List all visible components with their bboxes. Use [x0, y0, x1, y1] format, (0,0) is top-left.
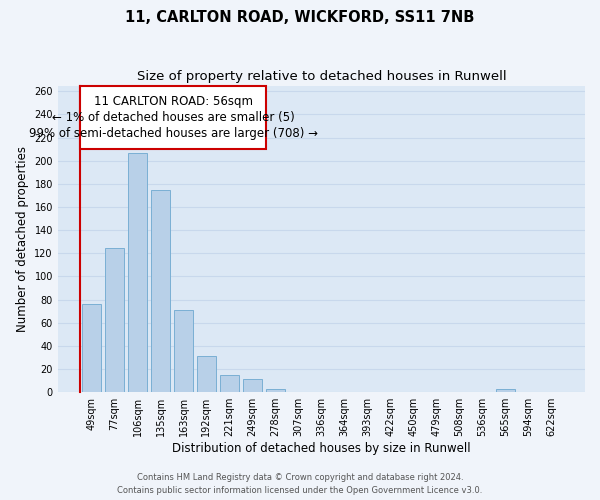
- Bar: [197, 356, 216, 392]
- Text: 11 CARLTON ROAD: 56sqm: 11 CARLTON ROAD: 56sqm: [94, 95, 253, 108]
- Bar: [151, 190, 170, 392]
- Bar: [82, 304, 101, 392]
- Y-axis label: Number of detached properties: Number of detached properties: [16, 146, 29, 332]
- Text: Contains HM Land Registry data © Crown copyright and database right 2024.
Contai: Contains HM Land Registry data © Crown c…: [118, 474, 482, 495]
- Bar: [128, 152, 147, 392]
- Text: 99% of semi-detached houses are larger (708) →: 99% of semi-detached houses are larger (…: [29, 127, 317, 140]
- Title: Size of property relative to detached houses in Runwell: Size of property relative to detached ho…: [137, 70, 506, 83]
- Bar: [496, 388, 515, 392]
- X-axis label: Distribution of detached houses by size in Runwell: Distribution of detached houses by size …: [172, 442, 470, 455]
- Bar: [242, 380, 262, 392]
- Text: 11, CARLTON ROAD, WICKFORD, SS11 7NB: 11, CARLTON ROAD, WICKFORD, SS11 7NB: [125, 10, 475, 25]
- Bar: [220, 375, 239, 392]
- FancyBboxPatch shape: [80, 86, 266, 149]
- Text: ← 1% of detached houses are smaller (5): ← 1% of detached houses are smaller (5): [52, 111, 295, 124]
- Bar: [266, 388, 285, 392]
- Bar: [105, 248, 124, 392]
- Bar: [173, 310, 193, 392]
